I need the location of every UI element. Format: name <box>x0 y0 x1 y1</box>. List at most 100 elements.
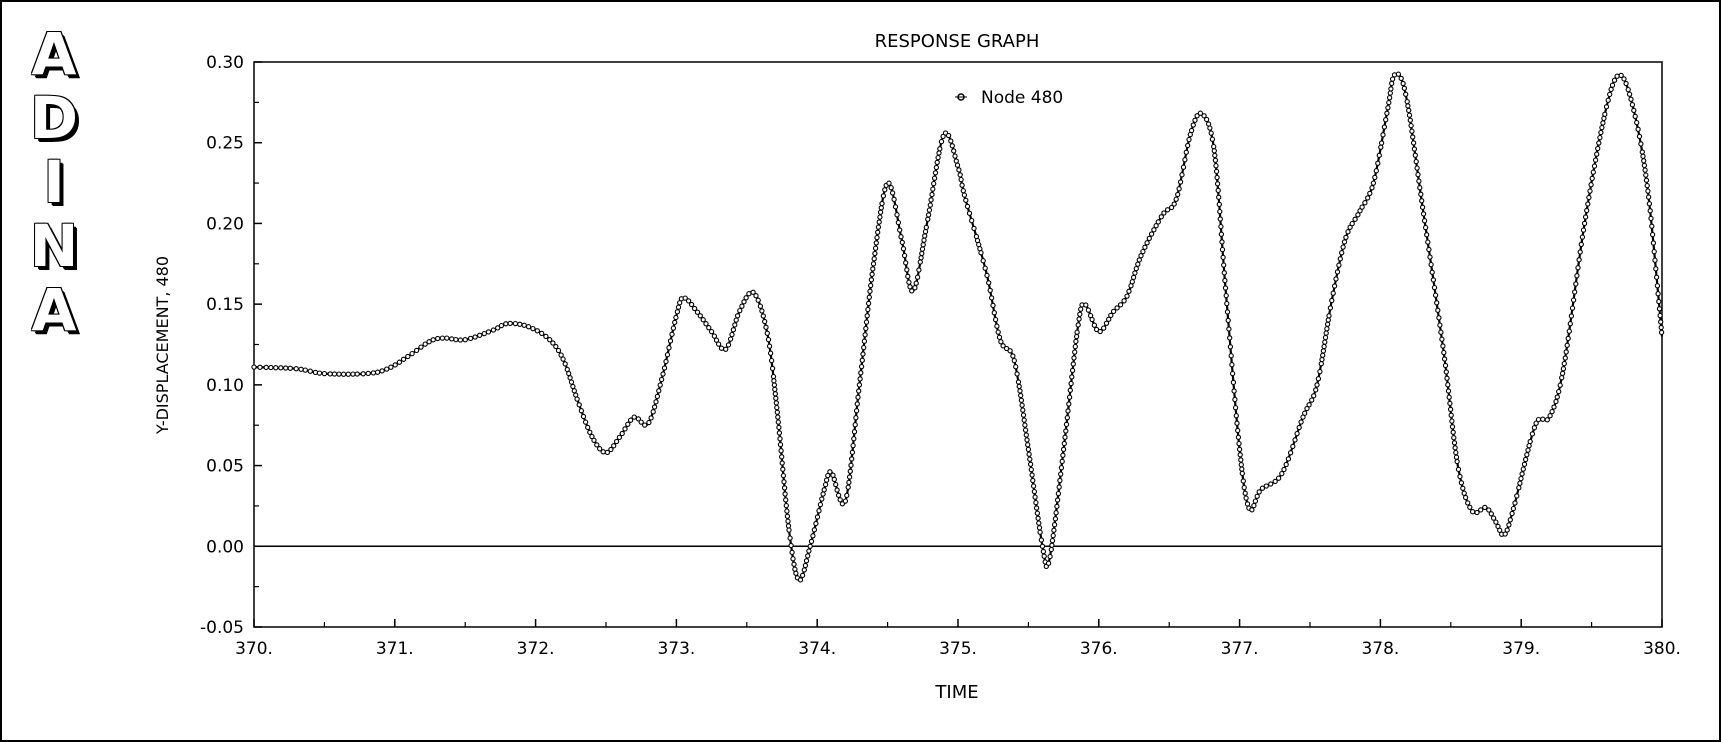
series-marker <box>875 229 881 235</box>
series-marker <box>1506 522 1512 528</box>
series-marker <box>1563 349 1569 355</box>
series-marker <box>875 224 882 230</box>
series-marker <box>743 295 749 301</box>
series-marker <box>1036 520 1042 526</box>
series-marker <box>1509 510 1515 517</box>
series-marker <box>1452 445 1458 451</box>
series-marker <box>1602 111 1608 117</box>
series-marker <box>898 234 904 240</box>
series-marker <box>1239 466 1245 472</box>
series-marker <box>994 323 1000 329</box>
series-marker <box>1588 182 1594 188</box>
series-marker <box>822 481 829 488</box>
series-marker <box>619 430 625 437</box>
series-marker <box>1632 113 1638 120</box>
series-marker <box>921 237 927 243</box>
series-marker <box>1573 281 1579 287</box>
series-marker <box>957 172 963 178</box>
series-marker <box>984 272 990 279</box>
series-marker <box>525 324 532 330</box>
series-marker <box>1238 457 1244 463</box>
series-marker <box>927 202 933 208</box>
series-marker <box>1025 442 1031 448</box>
series-marker <box>257 364 263 370</box>
series-marker <box>1053 510 1059 516</box>
series-marker <box>995 329 1001 335</box>
series-marker <box>1213 163 1219 169</box>
series-marker <box>764 330 770 336</box>
series-marker <box>771 382 778 388</box>
series-marker <box>1341 239 1348 245</box>
series-marker <box>830 472 836 478</box>
series-marker <box>851 436 857 442</box>
series-marker <box>1055 490 1062 497</box>
series-marker <box>422 341 428 347</box>
series-marker <box>1345 229 1351 235</box>
series-marker <box>1309 397 1315 403</box>
series-marker <box>1446 394 1452 400</box>
series-marker <box>1031 488 1038 495</box>
series-marker <box>331 371 338 377</box>
series-marker <box>1407 117 1413 123</box>
series-marker <box>600 449 606 455</box>
series-marker <box>1643 172 1649 178</box>
series-marker <box>992 316 999 323</box>
series-marker <box>1436 315 1442 321</box>
series-marker <box>589 433 595 440</box>
series-marker <box>1227 344 1234 350</box>
series-marker <box>1067 387 1073 393</box>
series-marker <box>850 442 856 449</box>
series-marker <box>1429 269 1435 275</box>
series-marker <box>1343 234 1349 241</box>
series-marker <box>1482 504 1488 511</box>
series-marker <box>1634 119 1640 126</box>
series-marker <box>1569 305 1576 311</box>
series-marker <box>853 415 859 421</box>
series-marker <box>914 274 921 280</box>
series-marker <box>1058 471 1064 477</box>
series-marker <box>1232 405 1239 411</box>
series-marker <box>938 138 945 145</box>
series-marker <box>1383 117 1389 123</box>
series-marker <box>899 239 905 246</box>
series-marker <box>820 491 826 497</box>
series-marker <box>268 364 274 371</box>
series-marker <box>1240 478 1246 484</box>
series-marker <box>888 185 894 191</box>
series-marker <box>1381 124 1388 130</box>
series-marker <box>1580 227 1587 233</box>
series-marker <box>1197 110 1204 116</box>
series-marker <box>1443 369 1449 375</box>
series-marker <box>374 369 381 375</box>
series-marker <box>1635 126 1641 132</box>
series-marker <box>763 324 769 330</box>
series-marker <box>1097 328 1103 335</box>
series-marker <box>1007 348 1013 354</box>
series-marker <box>1656 298 1662 305</box>
series-marker <box>1493 519 1499 525</box>
series-marker <box>903 260 909 266</box>
series-marker <box>1218 231 1225 237</box>
series-marker <box>539 330 545 337</box>
series-marker <box>336 371 342 377</box>
series-marker <box>865 300 872 307</box>
series-marker <box>1336 262 1342 268</box>
series-marker <box>780 466 786 472</box>
series-marker <box>855 394 861 400</box>
series-marker <box>613 438 620 445</box>
series-marker <box>1642 167 1648 173</box>
series-marker <box>1038 537 1045 543</box>
series-marker <box>658 376 665 383</box>
series-marker <box>1285 456 1292 462</box>
series-marker <box>889 190 896 196</box>
series-marker <box>1037 529 1043 535</box>
series-marker <box>1614 73 1620 79</box>
series-marker <box>439 335 446 341</box>
series-marker <box>810 533 816 539</box>
series-marker <box>1415 171 1421 178</box>
series-marker <box>1230 379 1237 386</box>
series-marker <box>873 240 879 246</box>
series-marker <box>849 449 856 456</box>
series-marker <box>757 303 764 309</box>
series-marker <box>1078 306 1084 312</box>
